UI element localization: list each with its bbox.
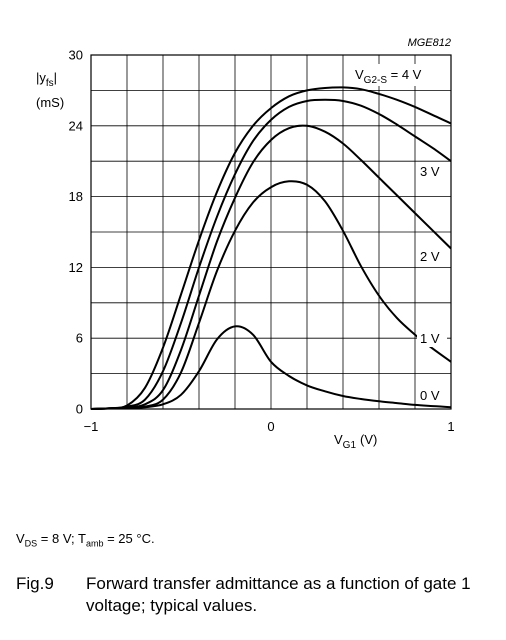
figure-code: MGE812 [408,37,451,49]
plot-frame [90,54,452,410]
curve-2v [90,124,452,410]
curve-0v [90,325,452,410]
legend-title: VG2-S = 4 V [355,67,422,86]
vds-main: V [16,531,25,546]
curve-label-2v: 2 V [420,249,440,264]
y-axis-unit: (mS) [36,95,64,110]
x-tick-label: 0 [267,419,274,434]
y-axis-label-sub: fs [46,78,54,89]
curve-labels: 3 V 2 V 1 V 0 V [417,163,447,404]
y-tick-labels: 0 6 12 18 24 30 [69,48,83,417]
curve-label-bg [417,330,447,347]
curve-label-bg [417,387,447,404]
curve-3v [90,98,452,410]
y-tick-label: 0 [76,402,83,417]
y-axis-label: |yfs| [36,70,57,89]
curve-label-1v: 1 V [420,331,440,346]
tamb-rest: = 25 °C. [103,531,155,546]
x-axis-label-main: V [334,432,343,447]
curve-label-3v: 3 V [420,164,440,179]
x-axis-label-unit: (V) [360,432,377,447]
vds-sub: DS [24,538,38,549]
curve-label-0v: 0 V [420,388,440,403]
curve-label-bg [417,163,447,180]
x-axis-label-sub: G1 [343,440,357,451]
x-axis-label: VG1 (V) [334,432,377,451]
legend-title-bg [352,64,448,86]
vds-rest: = 8 V; T [37,531,86,546]
curve-4v [90,86,452,410]
y-axis-label-close: | [54,70,57,85]
grid [91,55,451,409]
figure-caption: Fig.9 Forward transfer admittance as a f… [16,573,496,617]
y-tick-label: 24 [69,118,83,133]
x-tick-labels: −1 0 1 [84,419,455,434]
y-axis-label-main: |y [36,70,46,85]
x-tick-label: 1 [447,419,454,434]
y-tick-label: 18 [69,189,83,204]
curve-label-bg [417,248,447,265]
tamb-sub: amb [85,538,104,549]
x-tick-label: −1 [84,419,99,434]
figure-number: Fig.9 [16,574,54,593]
measurement-conditions: VDS = 8 V; Tamb = 25 °C. [16,531,155,549]
figure-title: Forward transfer admittance as a functio… [86,574,471,615]
y-tick-label: 30 [69,48,83,63]
y-tick-label: 12 [69,260,83,275]
legend-title-main: V [355,67,364,82]
legend-title-suffix: = 4 V [387,67,422,82]
legend-title-sub: G2-S [364,75,388,86]
curves [90,86,452,410]
y-tick-label: 6 [76,331,83,346]
curve-1v [90,180,452,410]
